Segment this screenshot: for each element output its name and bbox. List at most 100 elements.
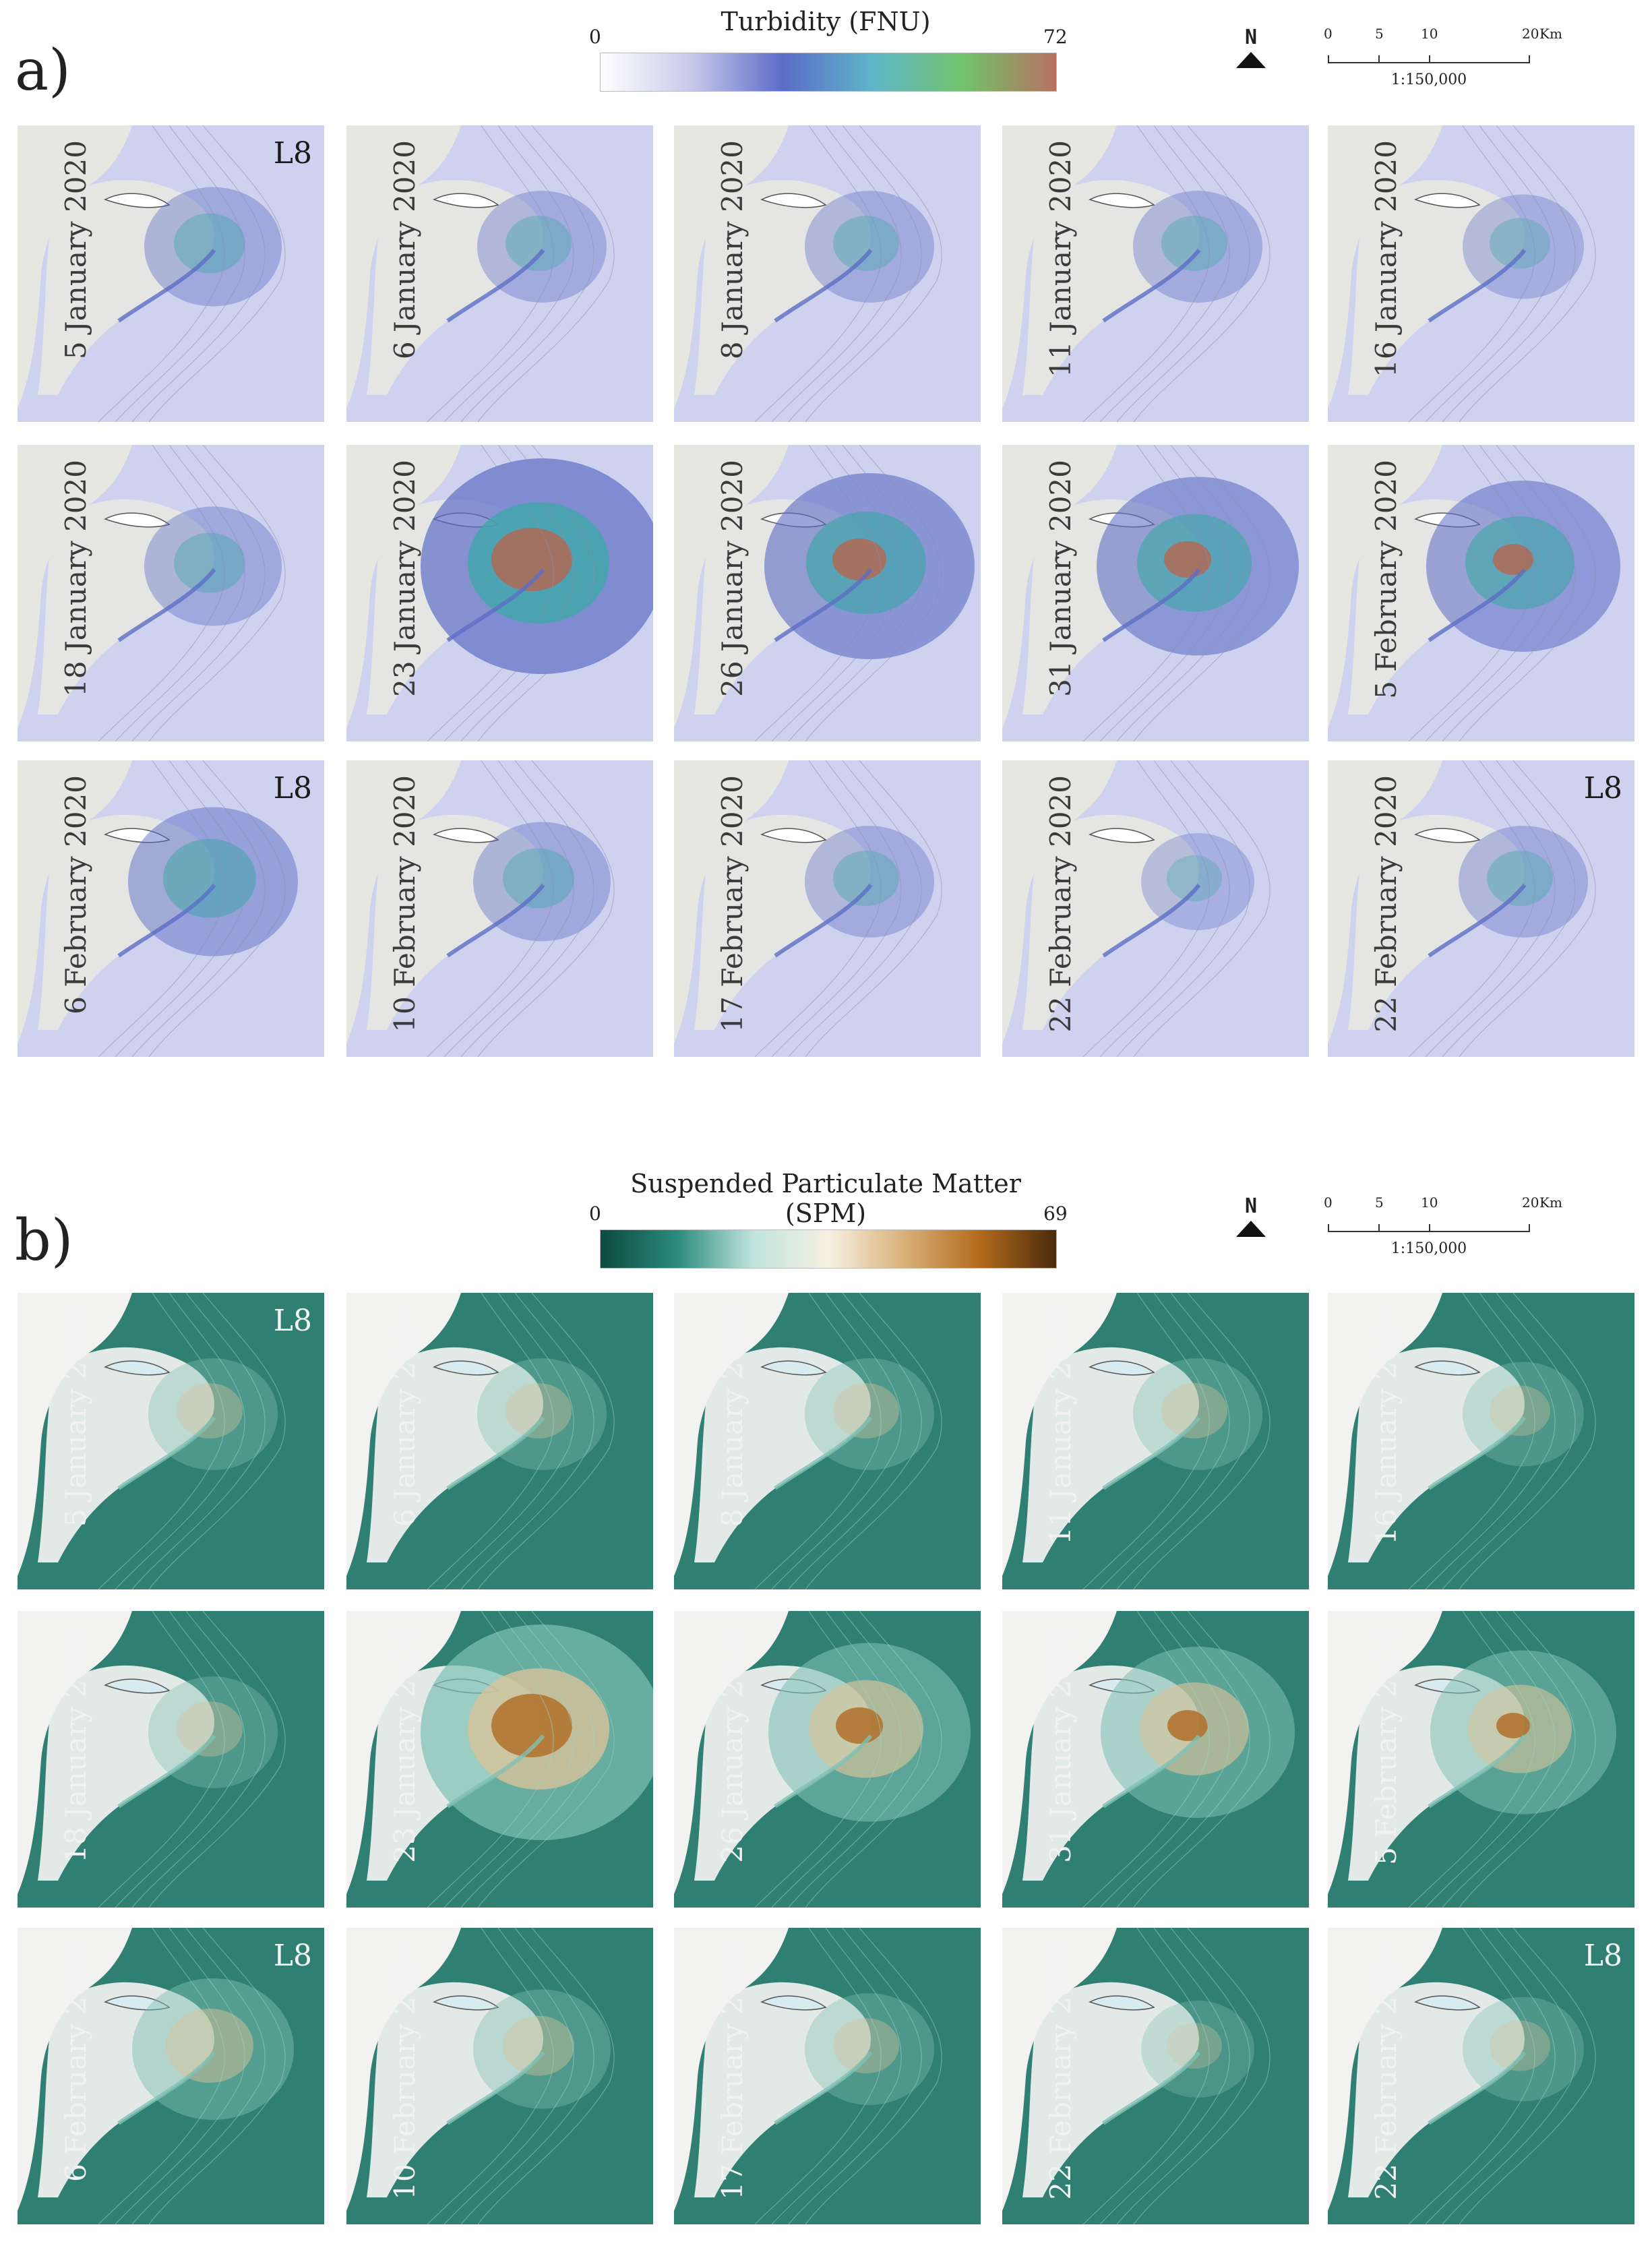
- lagoon: [1089, 1995, 1155, 2011]
- panel-a-colorbar: [600, 53, 1057, 92]
- depth-contour: [98, 445, 225, 741]
- depth-contour: [788, 125, 922, 422]
- depth-contour: [427, 445, 554, 741]
- depth-contour: [754, 445, 882, 741]
- scene-date: 11 January 2020: [1044, 140, 1077, 377]
- panel-b-colorbar: [600, 1229, 1057, 1269]
- map-image: [1002, 445, 1309, 741]
- depth-contour: [477, 1611, 615, 1908]
- delta-land: [1022, 1347, 1199, 1562]
- land-area: [346, 1293, 461, 1576]
- depth-contour: [477, 125, 615, 422]
- map-tile: 26 January 2020: [674, 1611, 981, 1908]
- map-tile: 5 January 2020 L8: [18, 1293, 324, 1589]
- delta-land: [367, 1982, 543, 2197]
- map-tile: 22 February 2020 L8: [1328, 760, 1634, 1057]
- depth-contour: [1442, 760, 1576, 1057]
- depth-contour: [1459, 760, 1596, 1057]
- land-area: [1328, 1611, 1442, 1894]
- map-tile: 10 February 2020: [346, 760, 653, 1057]
- map-image: [18, 1928, 324, 2224]
- map-tile: 11 January 2020: [1002, 1293, 1309, 1589]
- depth-contour: [1425, 760, 1556, 1057]
- delta-land: [1348, 814, 1525, 1030]
- coastline: [117, 884, 216, 958]
- depth-contour: [1459, 1293, 1596, 1589]
- sediment-plume: [1463, 194, 1584, 299]
- scene-date: 16 January 2020: [1370, 140, 1403, 377]
- depth-contour: [1133, 1928, 1271, 2224]
- coastline: [1102, 1734, 1201, 1808]
- panel-a-label: a): [15, 37, 71, 103]
- depth-contour: [131, 1928, 266, 2224]
- depth-contour: [1442, 1928, 1576, 2224]
- lagoon: [760, 828, 827, 843]
- depth-contour: [1116, 1928, 1250, 2224]
- delta-land: [38, 499, 214, 714]
- sensor-label: L8: [273, 1304, 312, 1338]
- panel-a-scalebar: 0 5 10 20 Km 1:150,000: [1324, 26, 1570, 100]
- panel-b-label: b): [15, 1207, 73, 1273]
- lagoon: [104, 193, 171, 208]
- depth-contour: [1116, 445, 1250, 741]
- delta-land: [367, 814, 543, 1030]
- land-area: [18, 1293, 132, 1576]
- coastline: [1428, 2051, 1527, 2125]
- delta-land: [1022, 814, 1199, 1030]
- depth-contour: [788, 1293, 922, 1589]
- panel-a-colorbar-max: 72: [1043, 26, 1068, 48]
- depth-contour: [477, 1928, 615, 2224]
- map-tile: 31 January 2020: [1002, 445, 1309, 741]
- scene-date: 26 January 2020: [716, 1626, 749, 1863]
- sediment-plume: [1133, 1358, 1262, 1470]
- map-tile: 22 February 2020: [1002, 1928, 1309, 2224]
- scene-date: 26 January 2020: [716, 460, 749, 697]
- depth-contour: [788, 445, 922, 741]
- lagoon: [104, 1995, 171, 2011]
- land-area: [674, 125, 789, 408]
- depth-contour: [1133, 1293, 1271, 1589]
- map-tile: 23 January 2020: [346, 445, 653, 741]
- sediment-plume: [805, 1993, 934, 2105]
- coastline: [1428, 884, 1527, 958]
- lagoon: [433, 828, 499, 843]
- sensor-label: L8: [1583, 1939, 1622, 1973]
- depth-contour: [1099, 125, 1230, 422]
- sediment-plume: [805, 826, 934, 938]
- delta-land: [694, 814, 871, 1030]
- depth-contour: [443, 760, 574, 1057]
- depth-contour: [1459, 1611, 1596, 1908]
- depth-contour: [1133, 1611, 1271, 1908]
- land-area: [674, 1928, 789, 2211]
- map-image: [674, 760, 981, 1057]
- sediment-plume: [477, 1358, 607, 1470]
- coastline: [446, 568, 545, 642]
- scene-date: 17 February 2020: [716, 775, 749, 1033]
- map-tile: 6 January 2020: [346, 125, 653, 422]
- depth-contour: [754, 125, 882, 422]
- depth-contour: [148, 445, 286, 741]
- sediment-plume: [768, 1643, 971, 1822]
- land-area: [674, 1611, 789, 1894]
- lagoon: [433, 193, 499, 208]
- depth-contour: [443, 125, 574, 422]
- map-image: [674, 445, 981, 741]
- lagoon: [1089, 828, 1155, 843]
- panel-a-colorbar-min: 0: [589, 26, 601, 48]
- panel-b-scalebar: 0 5 10 20 Km 1:150,000: [1324, 1194, 1570, 1269]
- depth-contour: [1099, 1293, 1230, 1589]
- scalebar-unit: Km: [1539, 26, 1562, 42]
- north-letter: N: [1244, 26, 1258, 49]
- depth-contour: [1116, 1293, 1250, 1589]
- scalebar-tick: 10: [1421, 1194, 1438, 1211]
- coastline: [774, 568, 873, 642]
- depth-contour: [805, 125, 942, 422]
- depth-contour: [477, 1293, 615, 1589]
- lagoon: [104, 1678, 171, 1694]
- scene-date: 18 January 2020: [59, 460, 92, 697]
- scene-date: 6 January 2020: [388, 1308, 421, 1527]
- coastline: [117, 1416, 216, 1490]
- coastline: [1102, 568, 1201, 642]
- depth-contour: [1459, 125, 1596, 422]
- depth-contour: [115, 760, 245, 1057]
